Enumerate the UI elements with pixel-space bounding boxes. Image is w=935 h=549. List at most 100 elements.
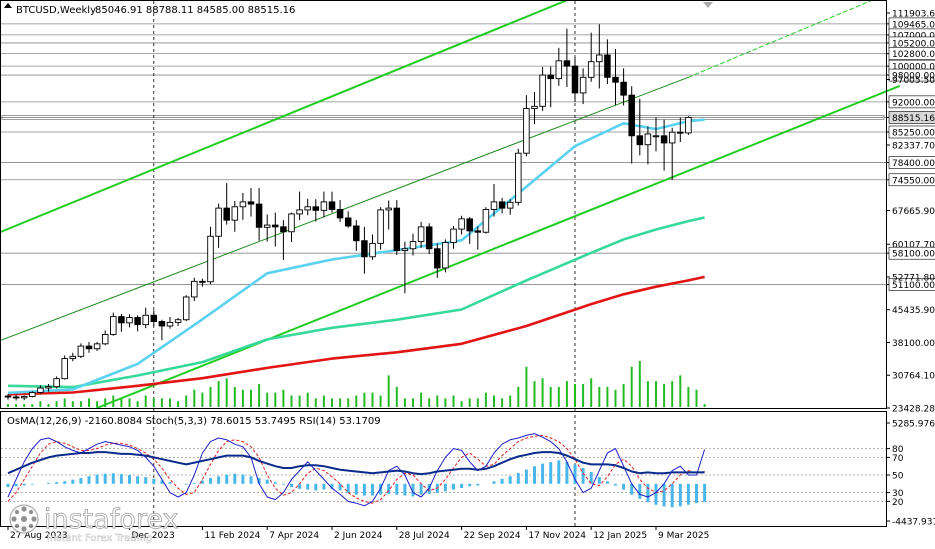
candle xyxy=(660,119,668,171)
candle-body-bull xyxy=(304,206,311,211)
candle-body-bull xyxy=(458,218,465,230)
moving-average-layer xyxy=(7,118,705,396)
date-label: 17 Nov 2024 xyxy=(528,531,586,541)
candle-body-bull xyxy=(442,242,449,269)
candle-body-bear xyxy=(361,240,368,258)
candle xyxy=(450,225,457,249)
level-label: 78400.00 xyxy=(892,159,935,169)
indicator-tick-label: 20 xyxy=(892,498,904,508)
candle-body-bull xyxy=(401,248,409,251)
candle xyxy=(296,191,303,221)
indicator-tick-label: 70 xyxy=(892,454,904,464)
candle-body-bear xyxy=(280,226,287,233)
level-label: 85250.00 xyxy=(892,128,935,138)
candle-body-bear xyxy=(612,76,619,83)
candle xyxy=(490,184,498,217)
candle-body-bull xyxy=(231,206,239,221)
candle-body-bear xyxy=(636,135,644,146)
candle xyxy=(539,67,546,111)
candle xyxy=(685,116,692,135)
candle-body-bull xyxy=(531,105,538,110)
level-label: 58100.00 xyxy=(892,250,935,260)
candle-body-bear xyxy=(247,201,255,205)
candle-body-bear xyxy=(677,131,684,134)
price-tick-label: 45435.90 xyxy=(892,306,935,316)
candle-body-bull xyxy=(506,201,514,209)
indicator-header-label: OsMA(12,26,9) -2160.8084 Stoch(5,3,3) 78… xyxy=(7,416,381,427)
candle xyxy=(29,391,36,398)
date-label: 22 Sep 2024 xyxy=(464,531,521,541)
ema-mid-line xyxy=(7,216,705,389)
level-label-box xyxy=(888,47,935,60)
candle-body-bull xyxy=(539,74,546,107)
trend-line-mid xyxy=(0,76,689,342)
candle-body-bear xyxy=(393,207,401,251)
candle xyxy=(312,199,320,222)
candle-body-bull xyxy=(142,314,149,326)
symbol-label: BTCUSD,Weekly xyxy=(16,5,96,16)
candle-body-bear xyxy=(466,218,473,232)
candle xyxy=(150,310,158,326)
stoch-main-line xyxy=(7,433,706,507)
candle xyxy=(652,117,660,152)
candle-body-bull xyxy=(596,54,603,63)
candle xyxy=(118,313,125,332)
candle xyxy=(207,226,214,285)
candle-body-bull xyxy=(515,152,522,203)
date-label: 9 Mar 2025 xyxy=(658,531,709,541)
candle-body-bull xyxy=(37,387,44,393)
candle-body-bull xyxy=(377,209,384,244)
candle xyxy=(166,317,174,329)
candle-body-bull xyxy=(182,296,190,321)
candle-body-bear xyxy=(150,314,158,322)
level-label-box xyxy=(888,125,935,139)
candle xyxy=(563,28,571,88)
level-label: 51100.00 xyxy=(892,281,935,291)
candle-body-bear xyxy=(255,203,263,228)
trend-channel-layer xyxy=(0,0,900,410)
candle xyxy=(425,223,433,255)
scroll-marker-icon[interactable] xyxy=(703,2,713,8)
price-tick-label: 23428.28 xyxy=(892,405,935,415)
candle xyxy=(85,342,93,353)
candle xyxy=(458,215,465,235)
candle xyxy=(247,188,255,217)
candle xyxy=(280,220,287,260)
candle xyxy=(409,233,417,256)
candle-body-bull xyxy=(174,319,182,323)
level-label: 107000.00 xyxy=(892,31,935,41)
candle-body-bear xyxy=(425,226,433,250)
trend-line-lower xyxy=(96,85,900,410)
candle-body-bear xyxy=(547,74,554,80)
main-pane-frame xyxy=(0,0,887,409)
candle xyxy=(93,342,101,351)
candle xyxy=(361,226,368,274)
collapse-arrow-icon[interactable] xyxy=(4,3,12,8)
indicator-tick-label: -4437.9314 xyxy=(892,518,935,528)
candle xyxy=(12,394,20,401)
watermark-tagline: Instant Forex Trading xyxy=(47,533,152,544)
candle xyxy=(628,86,635,164)
candle-body-bull xyxy=(45,386,52,389)
candle xyxy=(531,92,538,125)
candle xyxy=(20,395,28,401)
candle-body-bull xyxy=(450,228,457,243)
level-label-box xyxy=(888,156,935,169)
time-axis: 27 Aug 2023 Dec 2023 11 Feb 2024 7 Apr 2024… xyxy=(7,526,709,541)
candle xyxy=(677,117,684,143)
level-label: 88515.16 xyxy=(892,114,935,124)
instaforex-logo-icon xyxy=(9,504,39,534)
candle-body-bull xyxy=(482,209,490,233)
candle xyxy=(515,148,522,206)
candle xyxy=(101,330,109,346)
candle-body-bear xyxy=(336,209,344,219)
level-label-box xyxy=(888,278,935,291)
candle-body-bear xyxy=(134,317,141,326)
level-label: 74550.00 xyxy=(892,176,935,186)
candle-body-bull xyxy=(61,358,68,380)
candle-body-bull xyxy=(579,76,587,94)
candle xyxy=(4,394,12,400)
candle xyxy=(571,57,579,102)
